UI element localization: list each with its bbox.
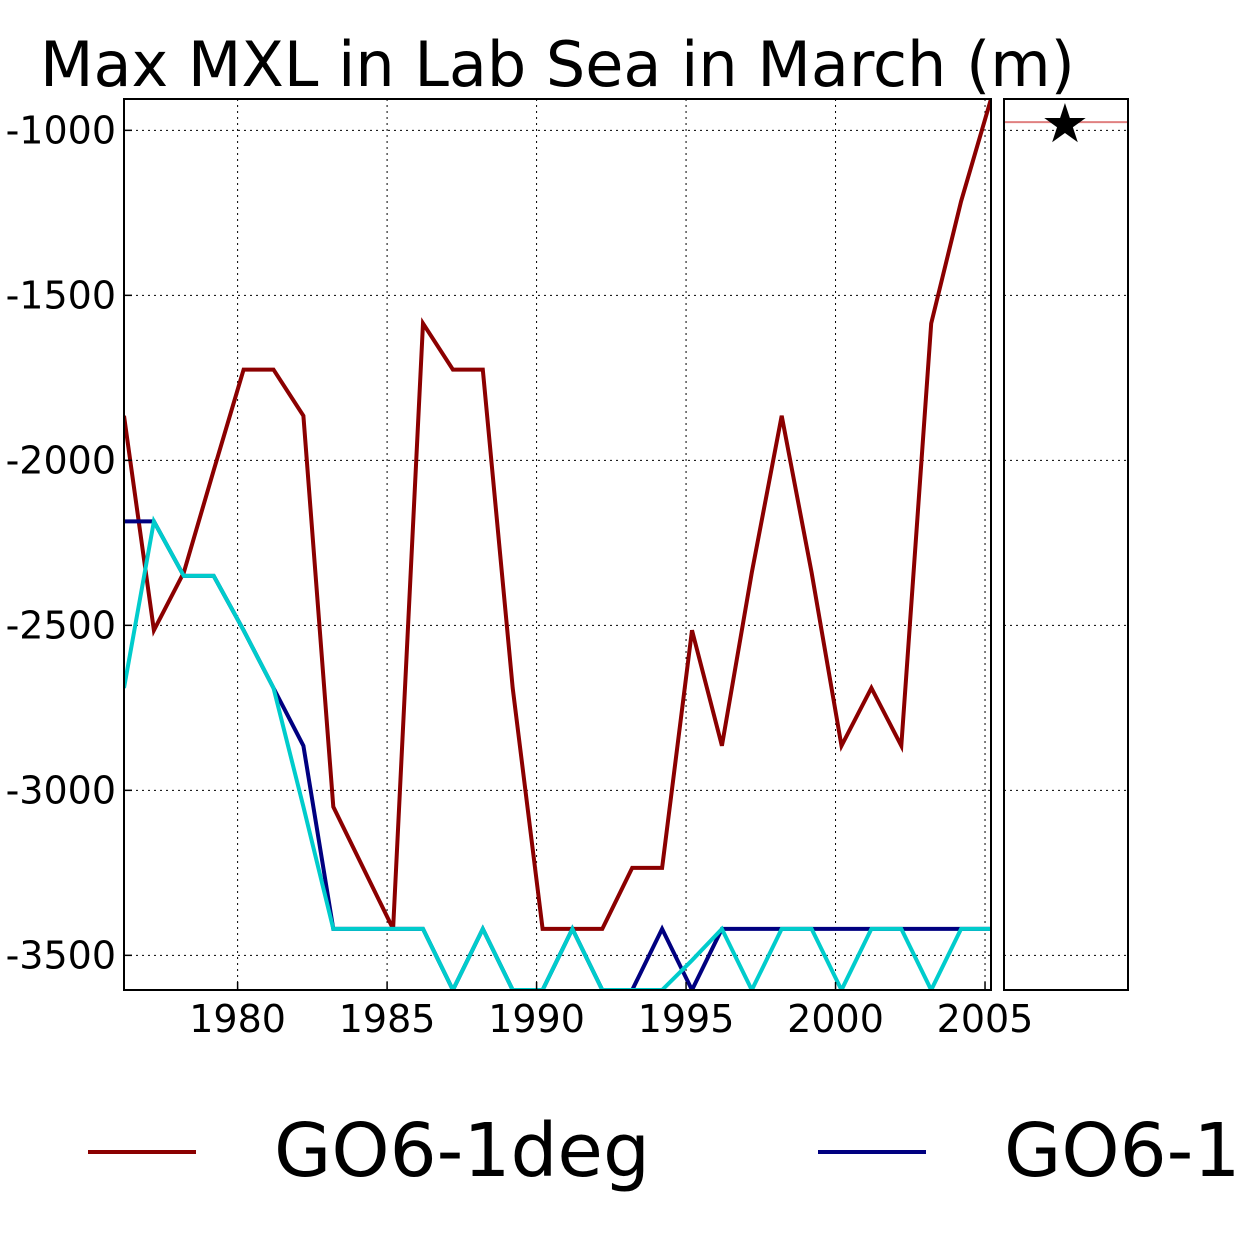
x-tick-label: 1985: [339, 997, 436, 1041]
legend-label-1: GO6-1deg: [274, 1108, 650, 1194]
series-line-1: [124, 99, 991, 931]
legend: GO6-1deg GO6-1: [88, 1108, 1240, 1194]
series-line-3: [124, 515, 991, 990]
y-tick-label: -1000: [6, 108, 116, 152]
y-tick-label: -2500: [6, 603, 116, 647]
y-tick-label: -2000: [6, 438, 116, 482]
legend-label-2: GO6-1: [1004, 1108, 1240, 1194]
tick-labels: 1980 1985 1990 1995 2000 2005 -1000 -1500 -2000 -…: [6, 108, 1034, 1041]
axes: [123, 98, 1129, 991]
chart-title: Max MXL in Lab Sea in March (m): [40, 28, 1075, 101]
side-panel: ★: [1004, 92, 1128, 155]
x-tick-label: 1995: [638, 997, 735, 1041]
side-panel-frame: [1003, 98, 1129, 991]
x-tick-label: 2005: [937, 997, 1034, 1041]
y-tick-label: -3500: [6, 933, 116, 977]
x-tick-label: 1980: [189, 997, 286, 1041]
y-tick-label: -3000: [6, 768, 116, 812]
series-line-2: [124, 519, 991, 990]
y-tick-label: -1500: [6, 273, 116, 317]
x-tick-label: 1990: [488, 997, 585, 1041]
series-lines: [124, 99, 991, 990]
grid-lines: [124, 99, 1128, 990]
plot-frame: [123, 98, 992, 991]
side-star-marker: ★: [1041, 92, 1089, 155]
x-tick-label: 2000: [787, 997, 884, 1041]
